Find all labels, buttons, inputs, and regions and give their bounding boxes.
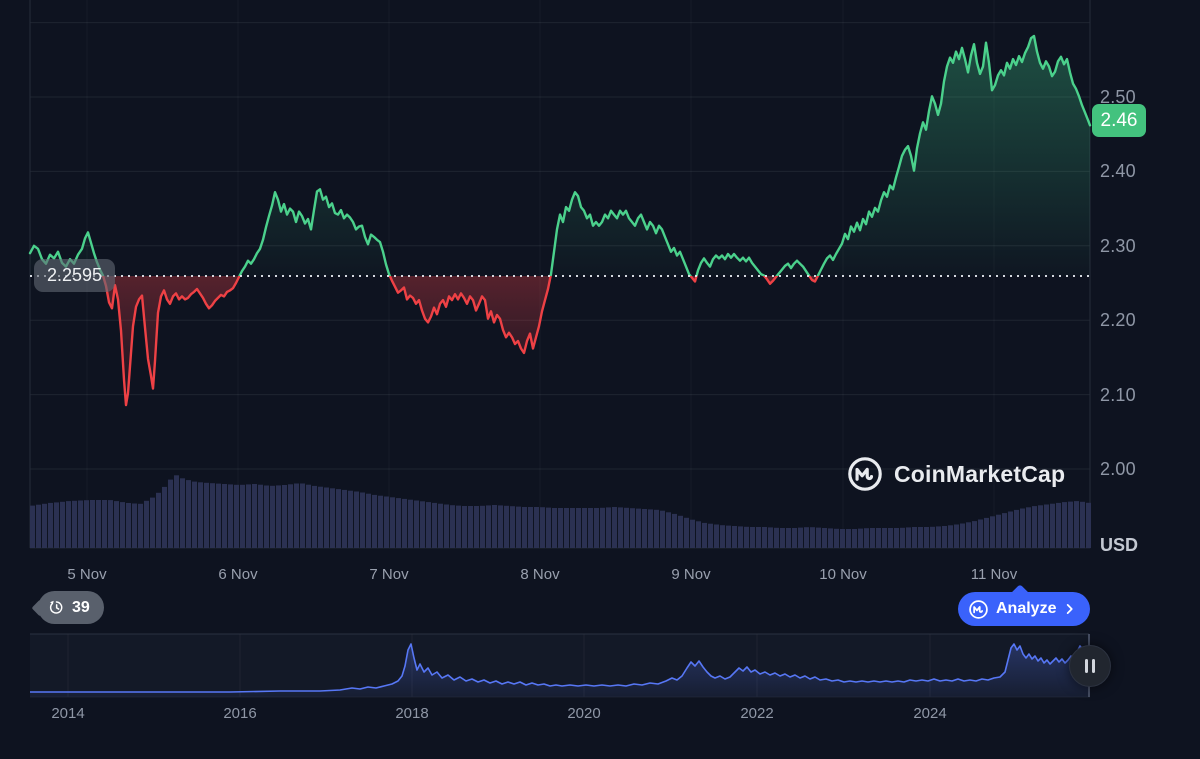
- minimap-line: [30, 643, 1091, 693]
- analyze-label: Analyze: [996, 600, 1057, 617]
- y-axis-tick: 2.00: [1100, 459, 1136, 479]
- baseline-price-value: 2.2595: [47, 265, 103, 285]
- current-price-value: 2.46: [1100, 109, 1138, 131]
- minimap-year-label: 2014: [51, 705, 85, 722]
- y-axis-tick: 2.50: [1100, 87, 1136, 107]
- usd-unit-label: USD: [1100, 535, 1139, 555]
- minimap-year-label: 2024: [913, 705, 947, 722]
- current-price-badge: 2.46: [1092, 104, 1146, 137]
- pause-handle[interactable]: [1069, 645, 1111, 687]
- price-line-red: [101, 276, 820, 407]
- watermark-coinmarketcap: CoinMarketCap: [846, 455, 1065, 493]
- minimap-year-label: 2016: [223, 705, 257, 722]
- history-count: 39: [72, 598, 90, 616]
- volume-bars: [30, 475, 1091, 549]
- x-axis-tick: 10 Nov: [819, 566, 867, 583]
- analyze-button[interactable]: Analyze: [958, 584, 1091, 626]
- y-axis-tick: 2.10: [1100, 384, 1136, 405]
- minimap[interactable]: [30, 633, 1091, 698]
- pause-icon: [1085, 659, 1088, 673]
- minimap-year-label: 2022: [740, 705, 774, 722]
- watermark-text: CoinMarketCap: [894, 460, 1066, 487]
- minimap-year-label: 2020: [567, 705, 601, 722]
- history-count-badge[interactable]: 39: [31, 591, 104, 624]
- y-axis-tick: 2.20: [1100, 310, 1136, 331]
- chevron-right-icon: [1063, 602, 1077, 616]
- x-axis-tick: 7 Nov: [369, 566, 409, 583]
- y-axis-tick: 2.30: [1100, 235, 1136, 256]
- y-axis-tick: 2.40: [1100, 161, 1136, 182]
- x-axis-tick: 9 Nov: [671, 566, 711, 583]
- price-area-below-baseline: [30, 276, 1090, 405]
- minimap-area: [30, 644, 1090, 697]
- x-axis-tick: 8 Nov: [520, 566, 560, 583]
- coinmarketcap-logo-icon: [846, 455, 884, 493]
- x-axis-tick: 5 Nov: [67, 566, 107, 583]
- minimap-year-label: 2018: [395, 705, 429, 722]
- cmc-analyze-icon: [968, 599, 989, 620]
- baseline-price-label: 2.2595: [34, 259, 116, 292]
- x-axis-tick: 6 Nov: [218, 566, 258, 583]
- price-line-green: [28, 34, 1092, 276]
- pause-icon: [1092, 659, 1095, 673]
- x-axis-tick: 11 Nov: [970, 566, 1018, 583]
- history-icon: [48, 599, 65, 616]
